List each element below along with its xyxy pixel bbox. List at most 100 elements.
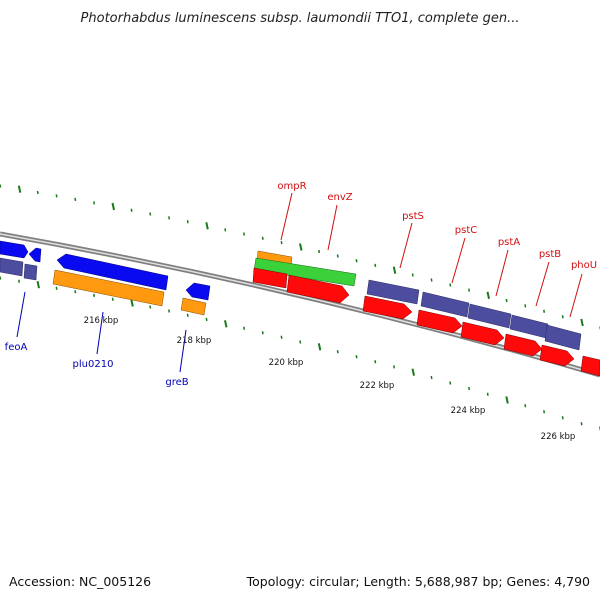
gene-purple[interactable] (366, 279, 420, 305)
tick-row-inner (0, 276, 600, 432)
minor-tick (205, 317, 208, 322)
gene-label-envZ[interactable]: envZ (327, 192, 352, 203)
gene-label-phoU[interactable]: phoU (571, 260, 597, 271)
minor-tick (243, 232, 246, 236)
minor-tick (74, 290, 77, 294)
major-tick (36, 280, 40, 289)
scale-label: 216 kbp (84, 316, 119, 326)
minor-tick (355, 355, 358, 359)
gene-label-ompR[interactable]: ompR (277, 181, 306, 192)
gene-red[interactable] (503, 333, 543, 357)
minor-tick (243, 326, 246, 330)
gene-blue[interactable] (28, 247, 42, 263)
minor-tick (430, 278, 433, 282)
minor-tick (430, 375, 433, 380)
minor-tick (186, 220, 189, 224)
minor-tick (186, 313, 189, 317)
major-tick (205, 222, 209, 230)
major-tick (224, 320, 228, 328)
minor-tick (561, 416, 564, 420)
gene-red[interactable] (580, 355, 600, 377)
minor-tick (524, 304, 527, 308)
minor-tick (580, 422, 583, 426)
minor-tick (505, 298, 508, 303)
major-tick (580, 318, 584, 327)
topology-text: Topology: circular; Length: 5,688,987 bp… (246, 574, 590, 589)
minor-tick (336, 350, 339, 354)
tick-row-outer (0, 184, 600, 330)
minor-tick (411, 273, 414, 277)
gene-purple[interactable] (467, 303, 512, 329)
gene-red[interactable] (286, 274, 350, 304)
minor-tick (224, 228, 227, 232)
major-tick (299, 243, 303, 251)
gene-label-feoA[interactable]: feoA (5, 342, 28, 353)
gene-purple[interactable] (0, 257, 24, 277)
minor-tick (18, 279, 21, 283)
minor-tick (468, 386, 471, 391)
minor-tick (355, 259, 358, 263)
minor-tick (93, 201, 96, 205)
minor-tick (318, 249, 321, 254)
minor-tick (55, 194, 58, 198)
minor-tick (36, 190, 39, 195)
gene-blue[interactable] (0, 240, 29, 259)
gene-green[interactable] (253, 257, 357, 287)
scale-label: 226 kbp (541, 432, 576, 442)
backbone (0, 231, 600, 378)
gene-purple[interactable] (544, 324, 582, 351)
minor-tick (149, 212, 152, 216)
gene-blue[interactable] (185, 282, 211, 301)
gene-label-pstA[interactable]: pstA (498, 237, 520, 248)
minor-tick (130, 208, 133, 212)
gene-label-pstB[interactable]: pstB (539, 249, 561, 260)
minor-tick (168, 309, 171, 313)
minor-tick (0, 184, 2, 188)
gene-label-greB[interactable]: greB (165, 377, 188, 388)
minor-tick (280, 240, 283, 245)
major-tick (411, 368, 415, 376)
gene-label-pstC[interactable]: pstC (455, 225, 477, 236)
gene-red[interactable] (460, 321, 505, 346)
minor-tick (93, 293, 96, 298)
gene-orange[interactable] (52, 269, 165, 307)
minor-tick (449, 283, 452, 287)
minor-tick (111, 297, 114, 301)
gene-orange[interactable] (180, 297, 207, 316)
minor-tick (449, 381, 452, 385)
major-tick (392, 266, 397, 274)
minor-tick (374, 263, 377, 268)
minor-tick (55, 286, 58, 290)
minor-tick (468, 288, 471, 292)
minor-tick (336, 254, 339, 258)
gene-purple[interactable] (23, 263, 38, 281)
minor-tick (168, 216, 171, 220)
major-tick (486, 291, 490, 300)
map-title: Photorhabdus luminescens subsp. laumondi… (81, 11, 520, 26)
minor-tick (74, 197, 77, 202)
accession-text: Accession: NC_005126 (9, 574, 152, 589)
gene-purple[interactable] (509, 314, 549, 339)
scale-label: 218 kbp (177, 336, 212, 346)
major-tick (317, 343, 322, 351)
scale-label: 220 kbp (269, 358, 304, 368)
minor-tick (261, 236, 264, 240)
minor-tick (0, 276, 2, 280)
minor-tick (374, 360, 377, 364)
gene-label-pstS[interactable]: pstS (402, 211, 424, 222)
gene-purple[interactable] (420, 291, 470, 318)
gene-blue[interactable] (56, 253, 169, 291)
gene-red[interactable] (362, 295, 413, 320)
minor-tick (561, 315, 564, 319)
gene-red[interactable] (539, 344, 575, 367)
minor-tick (299, 340, 302, 344)
major-tick (130, 299, 134, 307)
scale-label: 224 kbp (451, 406, 486, 416)
gene-red[interactable] (416, 309, 463, 334)
major-tick (17, 185, 22, 193)
major-tick (505, 396, 509, 404)
gene-label-plu0210[interactable]: plu0210 (73, 359, 114, 370)
minor-tick (261, 331, 264, 335)
gene-red[interactable] (252, 267, 288, 289)
